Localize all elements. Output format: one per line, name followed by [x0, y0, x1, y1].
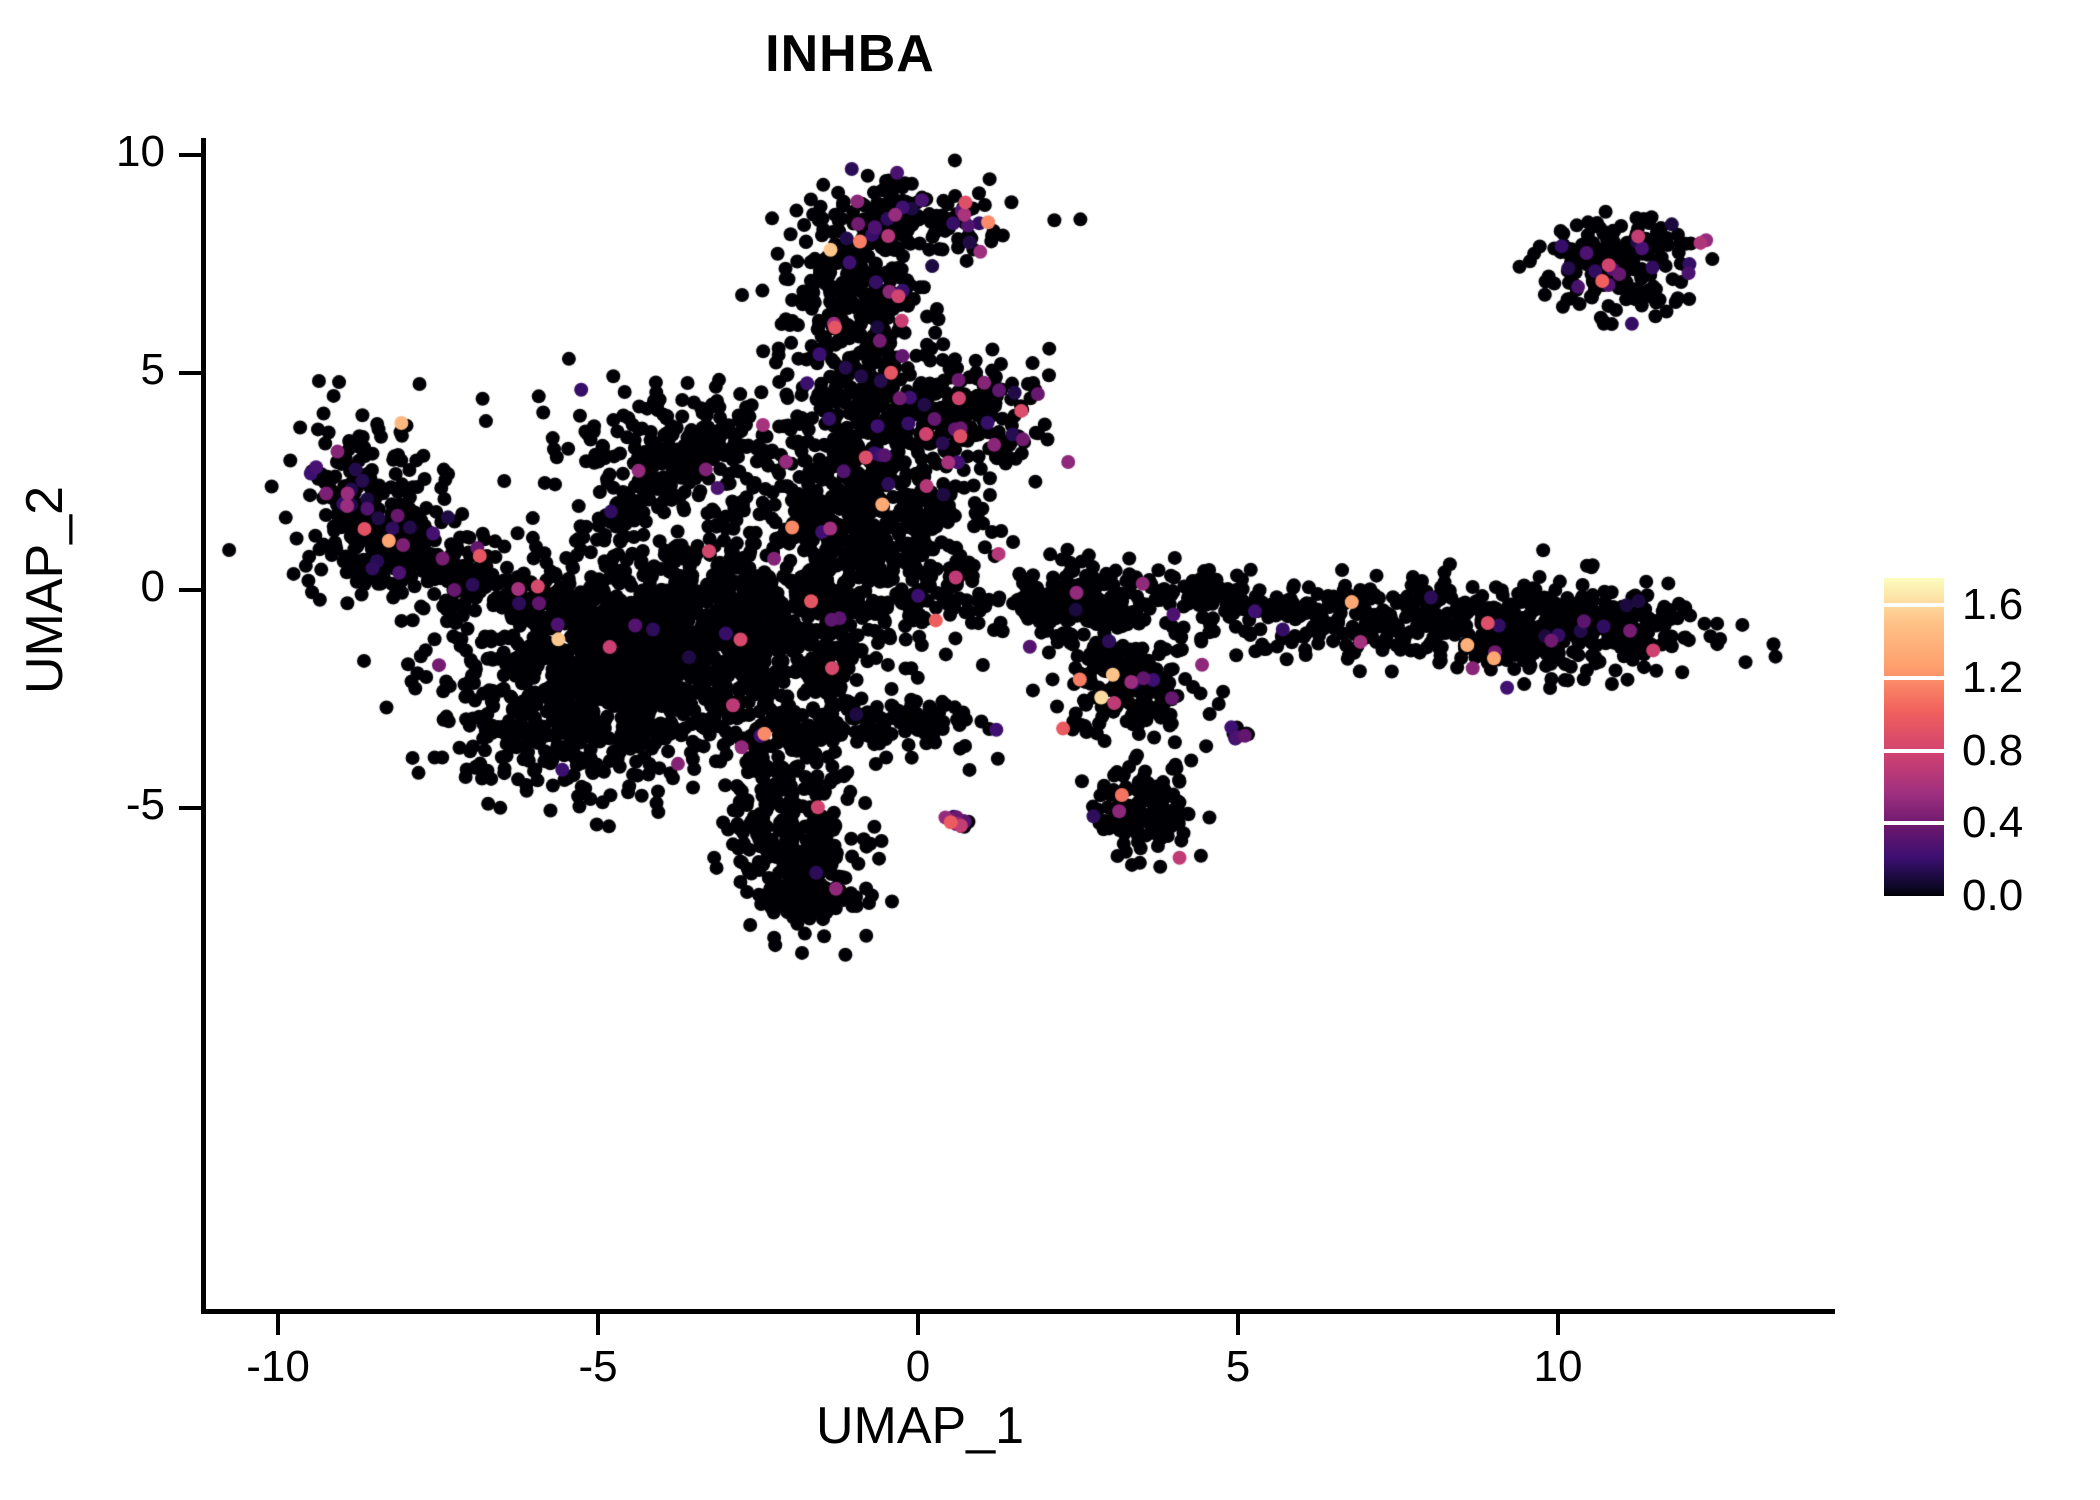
- x-tick-label: -10: [246, 1342, 310, 1391]
- plot-area: [205, 140, 1835, 1310]
- x-tick: [1236, 1313, 1240, 1335]
- x-axis-label: UMAP_1: [815, 1397, 1025, 1455]
- colorbar-tick: [1884, 603, 1944, 608]
- x-tick-label: 10: [1533, 1342, 1583, 1391]
- y-tick: [179, 805, 201, 810]
- y-tick: [179, 153, 201, 157]
- y-tick-label: 10: [116, 127, 165, 176]
- x-tick: [596, 1313, 600, 1335]
- colorbar-tick-label: 0.4: [1962, 798, 2024, 848]
- x-tick-label: -5: [578, 1342, 618, 1391]
- page-title: INHBA: [765, 25, 935, 83]
- colorbar-tick-label: 1.6: [1962, 580, 2024, 630]
- x-tick: [1556, 1313, 1560, 1335]
- colorbar-tick: [1884, 748, 1944, 753]
- colorbar-tick: [1884, 675, 1944, 680]
- scatter-canvas: [205, 140, 1835, 1310]
- colorbar-gradient: [1884, 578, 1944, 896]
- y-tick-label: -5: [125, 779, 165, 829]
- x-axis-line: [201, 1309, 1835, 1314]
- x-tick-label: 0: [905, 1342, 931, 1391]
- x-tick: [916, 1313, 920, 1335]
- y-axis-line: [201, 138, 206, 1313]
- y-tick: [179, 370, 201, 375]
- x-tick-label: 5: [1225, 1342, 1251, 1391]
- y-tick-label: 0: [140, 562, 165, 611]
- y-tick-label: 5: [140, 344, 165, 394]
- colorbar-tick-label: 0.0: [1962, 871, 2024, 920]
- x-tick: [276, 1313, 280, 1335]
- colorbar-tick-label: 0.8: [1962, 725, 2024, 775]
- colorbar-tick: [1884, 821, 1944, 826]
- y-axis-label: UMAP_2: [16, 485, 74, 695]
- y-tick: [179, 588, 201, 592]
- colorbar-tick-label: 1.2: [1962, 652, 2024, 702]
